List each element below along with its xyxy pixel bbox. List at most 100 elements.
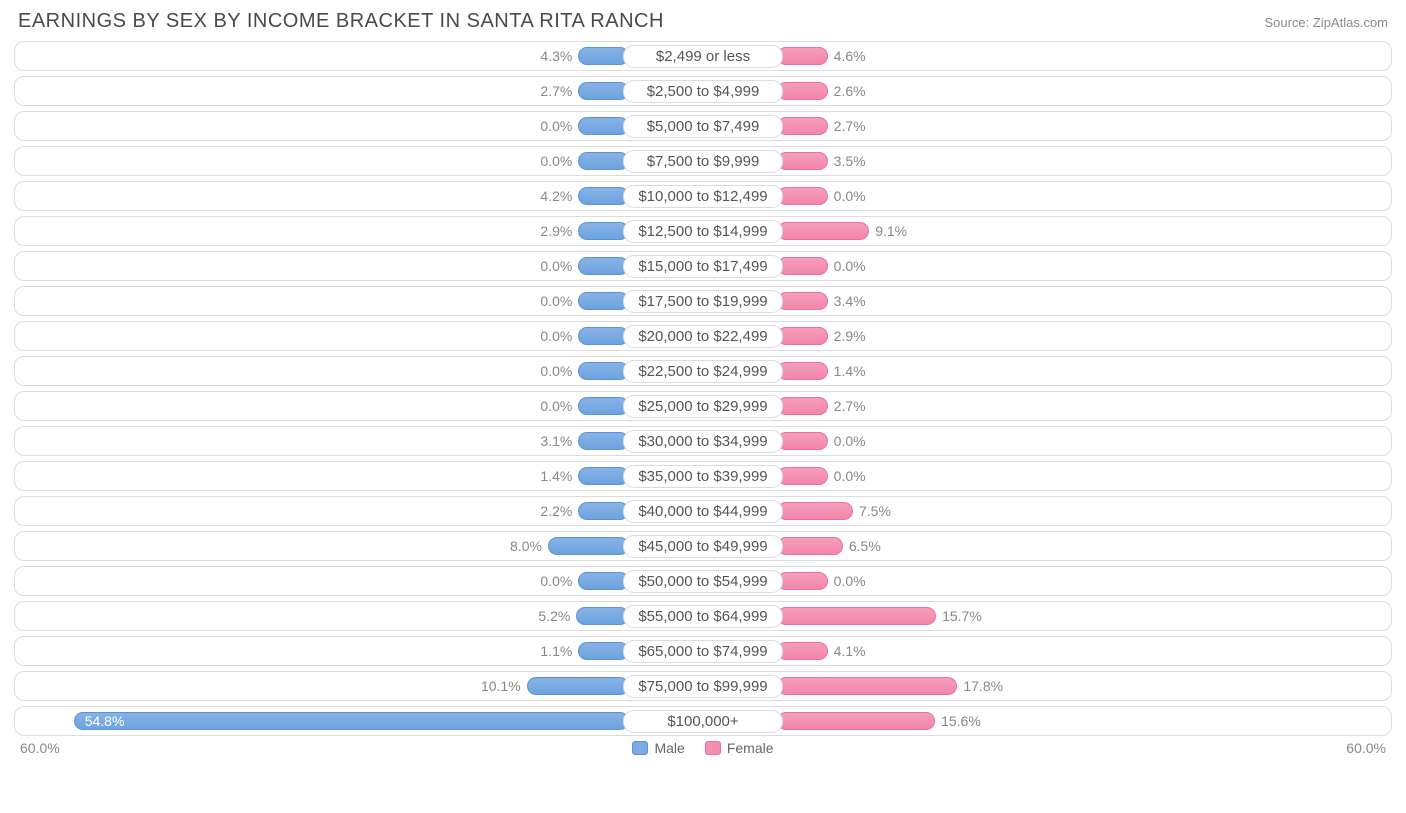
female-bar — [777, 152, 828, 170]
female-side: 9.1% — [783, 217, 1391, 245]
chart-row: 10.1%$75,000 to $99,999 17.8% — [14, 671, 1392, 701]
bracket-label: $10,000 to $12,499 — [623, 185, 783, 208]
swatch-male — [632, 741, 648, 755]
chart-row: 54.8%$100,000+15.6% — [14, 706, 1392, 736]
bracket-label: $2,500 to $4,999 — [623, 80, 783, 103]
bracket-label: $55,000 to $64,999 — [623, 605, 783, 628]
legend-item-female: Female — [705, 740, 774, 756]
chart-row: 2.2%$40,000 to $44,9997.5% — [14, 496, 1392, 526]
chart-footer: 60.0% Male Female 60.0% — [14, 740, 1392, 756]
female-side: 2.9% — [783, 322, 1391, 350]
chart-row: 0.0%$5,000 to $7,4992.7% — [14, 111, 1392, 141]
male-side: 0.0% — [15, 392, 623, 420]
bracket-label: $65,000 to $74,999 — [623, 640, 783, 663]
male-side: 0.0% — [15, 252, 623, 280]
male-value: 1.4% — [540, 468, 572, 484]
female-value: 2.6% — [834, 83, 866, 99]
female-side: 4.6% — [783, 42, 1391, 70]
chart-row: 2.7%$2,500 to $4,999 2.6% — [14, 76, 1392, 106]
male-side: 3.1% — [15, 427, 623, 455]
male-bar — [578, 47, 629, 65]
female-side: 0.0% — [783, 252, 1391, 280]
female-side: 3.4% — [783, 287, 1391, 315]
female-side: 15.6% — [783, 707, 1391, 735]
female-bar — [777, 362, 828, 380]
male-value: 3.1% — [540, 433, 572, 449]
female-bar — [777, 117, 828, 135]
female-value: 1.4% — [834, 363, 866, 379]
female-value: 0.0% — [834, 188, 866, 204]
bracket-label: $20,000 to $22,499 — [623, 325, 783, 348]
female-value: 3.5% — [834, 153, 866, 169]
male-value: 0.0% — [540, 573, 572, 589]
female-value: 4.1% — [834, 643, 866, 659]
female-value: 4.6% — [834, 48, 866, 64]
male-value: 5.2% — [538, 608, 570, 624]
male-bar — [578, 432, 629, 450]
male-side: 10.1% — [15, 672, 623, 700]
female-bar — [777, 712, 935, 730]
male-bar — [578, 117, 629, 135]
female-bar — [777, 607, 936, 625]
male-side: 0.0% — [15, 322, 623, 350]
male-side: 5.2% — [15, 602, 623, 630]
male-value: 8.0% — [510, 538, 542, 554]
female-bar — [777, 82, 828, 100]
female-value: 9.1% — [875, 223, 907, 239]
female-bar — [777, 537, 843, 555]
male-side: 1.4% — [15, 462, 623, 490]
male-value: 0.0% — [540, 258, 572, 274]
male-side: 1.1% — [15, 637, 623, 665]
bracket-label: $50,000 to $54,999 — [623, 570, 783, 593]
male-value: 0.0% — [540, 293, 572, 309]
chart-row: 8.0%$45,000 to $49,9996.5% — [14, 531, 1392, 561]
male-value: 2.9% — [540, 223, 572, 239]
male-value: 4.2% — [540, 188, 572, 204]
bracket-label: $30,000 to $34,999 — [623, 430, 783, 453]
bracket-label: $15,000 to $17,499 — [623, 255, 783, 278]
header: EARNINGS BY SEX BY INCOME BRACKET IN SAN… — [14, 10, 1392, 33]
chart-row: 0.0%$17,500 to $19,9993.4% — [14, 286, 1392, 316]
male-side: 2.7% — [15, 77, 623, 105]
male-side: 0.0% — [15, 147, 623, 175]
female-value: 0.0% — [834, 573, 866, 589]
bracket-label: $75,000 to $99,999 — [623, 675, 783, 698]
female-bar — [777, 292, 828, 310]
axis-label-right: 60.0% — [1346, 740, 1386, 756]
female-side: 2.7% — [783, 392, 1391, 420]
chart-row: 0.0%$25,000 to $29,9992.7% — [14, 391, 1392, 421]
female-value: 7.5% — [859, 503, 891, 519]
male-bar — [578, 502, 629, 520]
male-side: 4.2% — [15, 182, 623, 210]
female-side: 1.4% — [783, 357, 1391, 385]
female-bar — [777, 397, 828, 415]
male-bar — [548, 537, 629, 555]
legend-item-male: Male — [632, 740, 684, 756]
bracket-label: $25,000 to $29,999 — [623, 395, 783, 418]
male-bar — [527, 677, 629, 695]
bracket-label: $7,500 to $9,999 — [623, 150, 783, 173]
chart-row: 4.3%$2,499 or less4.6% — [14, 41, 1392, 71]
male-side: 4.3% — [15, 42, 623, 70]
female-side: 4.1% — [783, 637, 1391, 665]
male-value: 1.1% — [540, 643, 572, 659]
legend-label-male: Male — [654, 740, 684, 756]
female-bar — [777, 187, 828, 205]
female-side: 7.5% — [783, 497, 1391, 525]
female-value: 0.0% — [834, 258, 866, 274]
bracket-label: $35,000 to $39,999 — [623, 465, 783, 488]
male-value: 2.2% — [540, 503, 572, 519]
chart-row: 0.0%$22,500 to $24,9991.4% — [14, 356, 1392, 386]
female-side: 0.0% — [783, 427, 1391, 455]
female-value: 17.8% — [963, 678, 1003, 694]
male-bar — [578, 572, 629, 590]
female-value: 0.0% — [834, 468, 866, 484]
chart-row: 4.2% $10,000 to $12,499 0.0% — [14, 181, 1392, 211]
female-value: 15.6% — [941, 713, 981, 729]
chart-row: 3.1% $30,000 to $34,9990.0% — [14, 426, 1392, 456]
male-value: 0.0% — [540, 118, 572, 134]
female-bar — [777, 257, 828, 275]
legend: Male Female — [60, 740, 1347, 756]
male-bar — [578, 642, 629, 660]
chart-row: 0.0% $50,000 to $54,999 0.0% — [14, 566, 1392, 596]
